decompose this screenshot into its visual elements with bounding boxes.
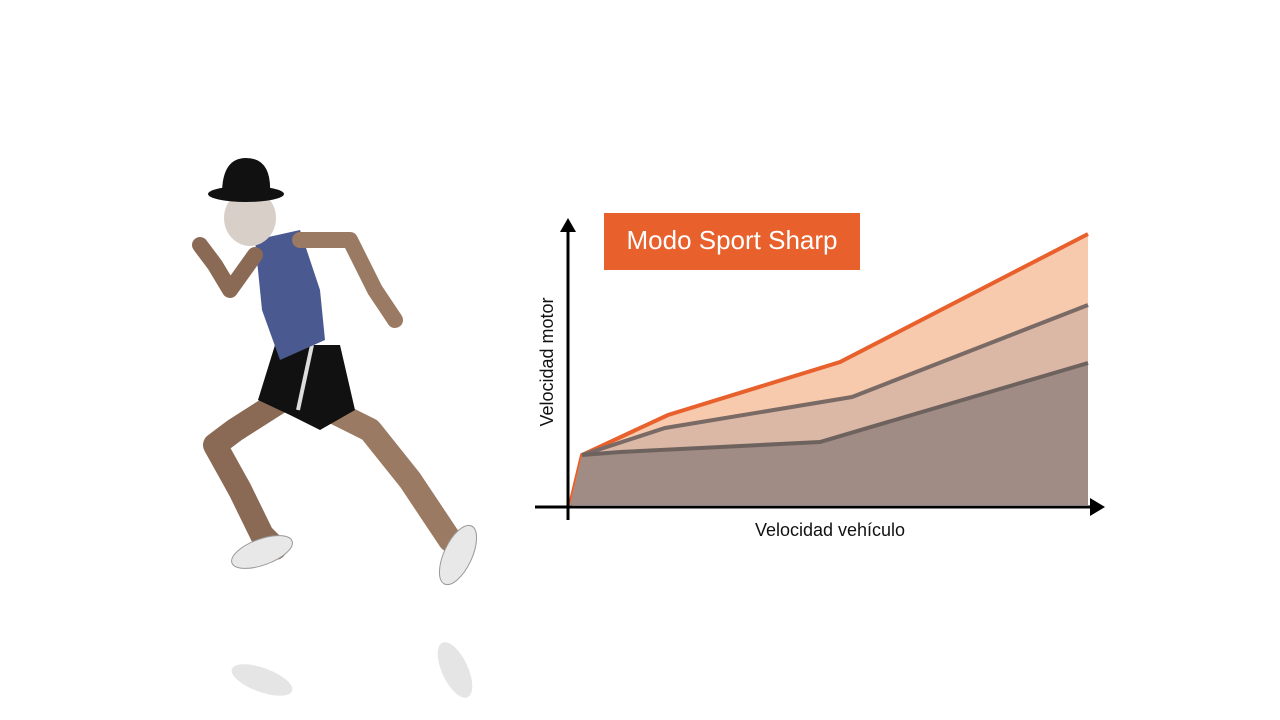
runner-arm bbox=[192, 237, 263, 298]
y-axis-label: Velocidad motor bbox=[537, 297, 557, 426]
x-axis-label: Velocidad vehículo bbox=[755, 520, 905, 540]
line-base bbox=[581, 361, 1089, 457]
y-axis-arrow bbox=[560, 218, 576, 232]
title-box bbox=[604, 213, 860, 270]
area-base bbox=[570, 363, 1088, 505]
x-axis-arrow bbox=[1090, 498, 1105, 516]
reflection-shoe bbox=[437, 642, 473, 698]
runner-shoe bbox=[438, 524, 478, 586]
runner-leg bbox=[308, 393, 462, 552]
runner bbox=[192, 158, 478, 698]
line-sport-sharp bbox=[568, 232, 1089, 506]
reflection-shoe bbox=[231, 664, 293, 696]
runner-hat bbox=[222, 158, 271, 194]
line-middle bbox=[581, 303, 1089, 457]
title: Modo Sport Sharp bbox=[626, 225, 837, 255]
runner-shoe bbox=[231, 535, 293, 569]
runner-arm bbox=[292, 232, 403, 328]
runner-shorts bbox=[258, 345, 355, 430]
runner-reflection bbox=[231, 642, 473, 698]
runner-stripe bbox=[296, 344, 314, 411]
graph bbox=[568, 232, 1089, 506]
runner-shirt bbox=[255, 230, 325, 360]
runner-head bbox=[224, 190, 276, 246]
